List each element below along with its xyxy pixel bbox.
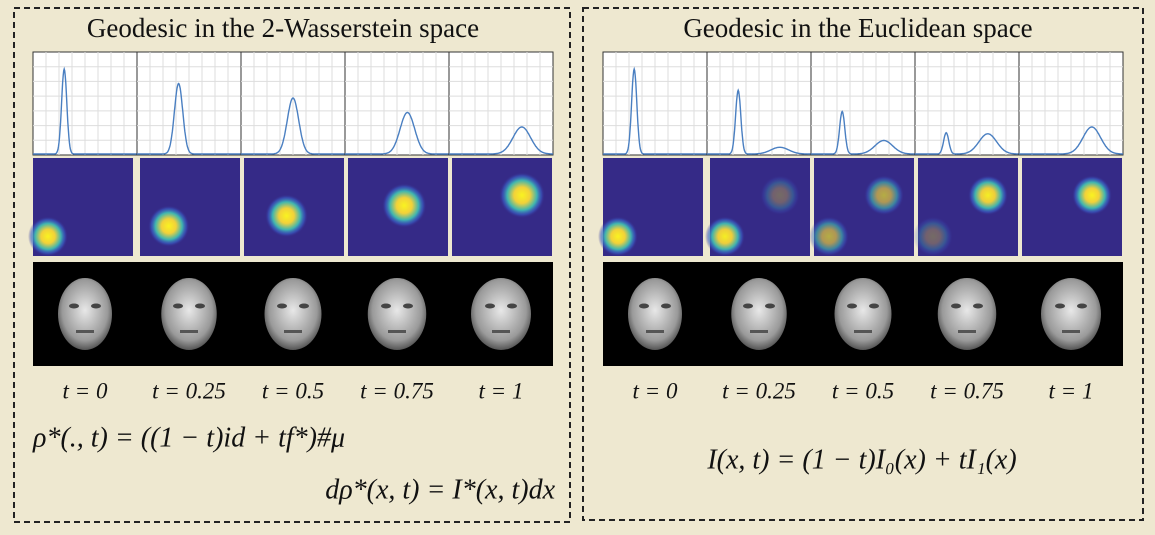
- formula: I(x, t) = (1 − t)I₀(x) + tI₁(x): [706, 444, 1016, 475]
- blob: [809, 216, 849, 257]
- density-curve: [137, 82, 241, 155]
- panel-title: Geodesic in the 2-Wasserstein space: [87, 13, 479, 43]
- mouth: [958, 330, 976, 333]
- time-label: t = 0.25: [722, 378, 796, 403]
- blob: [265, 194, 308, 238]
- face: [264, 278, 322, 350]
- blob: [913, 216, 953, 257]
- time-label: t = 0: [633, 378, 678, 403]
- face: [161, 278, 217, 350]
- face: [731, 278, 787, 350]
- formula: dρ*(x, t) = I*(x, t)dx: [325, 474, 555, 505]
- density-curve: [345, 111, 449, 155]
- face: [628, 278, 682, 350]
- density-curve: [603, 66, 707, 155]
- blob: [1072, 175, 1112, 216]
- eye: [91, 303, 101, 309]
- eye: [277, 303, 287, 309]
- mouth: [76, 330, 94, 333]
- blob: [968, 175, 1008, 216]
- face: [937, 278, 997, 350]
- mouth: [646, 330, 664, 333]
- time-label: t = 0.5: [262, 378, 324, 403]
- eye: [485, 303, 495, 309]
- eye: [69, 303, 79, 309]
- face: [1041, 278, 1101, 350]
- time-label: t = 0: [63, 378, 108, 403]
- eye: [1055, 303, 1065, 309]
- mouth: [750, 330, 768, 333]
- blob: [864, 175, 904, 216]
- density-curve: [915, 131, 1019, 155]
- eye: [951, 303, 961, 309]
- time-label: t = 0.25: [152, 378, 226, 403]
- formula: ρ*(., t) = ((1 − t)id + tf*)#μ: [32, 422, 345, 453]
- density-curve: [811, 110, 915, 155]
- eye: [743, 303, 753, 309]
- eye: [381, 303, 391, 309]
- panel-border: [13, 7, 571, 523]
- eye: [765, 303, 775, 309]
- eye: [869, 303, 879, 309]
- eye: [195, 303, 205, 309]
- eye: [661, 303, 671, 309]
- blob: [382, 183, 427, 228]
- face: [58, 278, 112, 350]
- time-label: t = 0.5: [832, 378, 894, 403]
- density-curve: [33, 66, 137, 155]
- mouth: [284, 330, 302, 333]
- blob: [148, 205, 190, 247]
- time-label: t = 1: [479, 378, 524, 403]
- eye: [847, 303, 857, 309]
- mouth: [1062, 330, 1080, 333]
- time-label: t = 0.75: [360, 378, 434, 403]
- eye: [299, 303, 309, 309]
- eye: [507, 303, 517, 309]
- mouth: [180, 330, 198, 333]
- density-curve: [1019, 126, 1123, 155]
- blob: [499, 172, 545, 219]
- density-curve: [449, 126, 553, 155]
- eye: [173, 303, 183, 309]
- mouth: [388, 330, 406, 333]
- eye: [639, 303, 649, 309]
- face: [834, 278, 892, 350]
- blob: [598, 216, 638, 257]
- eye: [1077, 303, 1087, 309]
- time-label: t = 0.75: [930, 378, 1004, 403]
- mouth: [492, 330, 510, 333]
- blob: [705, 216, 745, 257]
- blob: [28, 216, 68, 257]
- panel-border: [582, 7, 1144, 521]
- eye: [973, 303, 983, 309]
- density-curve: [241, 97, 345, 155]
- face: [471, 278, 531, 350]
- panel-title: Geodesic in the Euclidean space: [683, 13, 1032, 43]
- mouth: [854, 330, 872, 333]
- face: [367, 278, 427, 350]
- blob: [760, 175, 800, 216]
- eye: [403, 303, 413, 309]
- time-label: t = 1: [1049, 378, 1094, 403]
- density-curve: [707, 88, 811, 155]
